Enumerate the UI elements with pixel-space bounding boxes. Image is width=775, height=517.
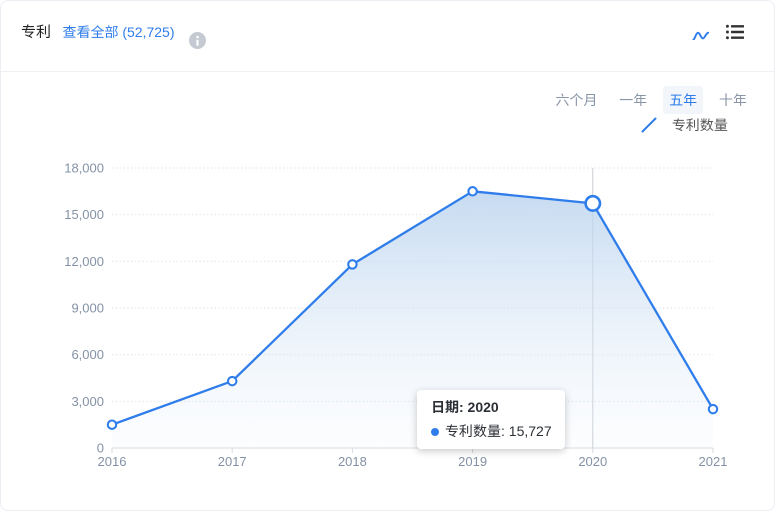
svg-text:2018: 2018 [338, 454, 367, 469]
svg-text:3,000: 3,000 [71, 394, 104, 409]
svg-text:9,000: 9,000 [71, 301, 104, 316]
svg-text:12,000: 12,000 [64, 254, 104, 269]
svg-text:2019: 2019 [458, 454, 487, 469]
svg-text:2017: 2017 [218, 454, 247, 469]
svg-text:2020: 2020 [578, 454, 607, 469]
svg-text:2016: 2016 [98, 454, 127, 469]
svg-text:2021: 2021 [699, 454, 728, 469]
svg-text:6,000: 6,000 [71, 347, 104, 362]
svg-text:18,000: 18,000 [64, 161, 104, 176]
svg-text:15,000: 15,000 [64, 207, 104, 222]
